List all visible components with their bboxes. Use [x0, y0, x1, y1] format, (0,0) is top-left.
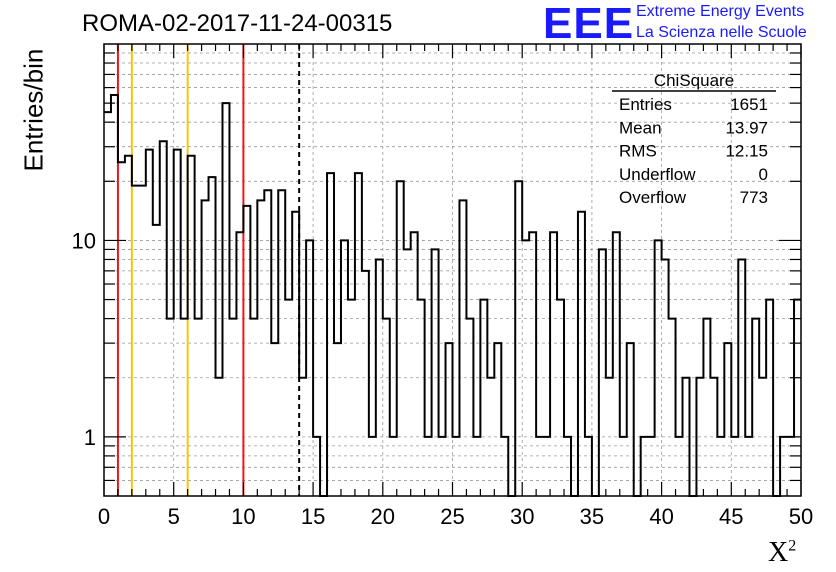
x-tick-label: 35 — [580, 504, 604, 529]
x-tick-label: 30 — [510, 504, 534, 529]
x-tick-label: 50 — [789, 504, 813, 529]
stats-label: Mean — [619, 118, 662, 137]
histogram-series — [104, 94, 801, 497]
stats-label: Entries — [619, 95, 672, 114]
x-tick-label: 0 — [98, 504, 110, 529]
x-axis-label-base: X — [768, 537, 789, 568]
logo-line-2: La Scienza nelle Scuole — [636, 24, 807, 41]
chart-title: ROMA-02-2017-11-24-00315 — [82, 10, 393, 37]
x-tick-label: 20 — [371, 504, 395, 529]
logo-line-1: Extreme Energy Events — [636, 3, 805, 20]
stats-title: ChiSquare — [654, 71, 734, 90]
tick-labels: 0 5 10 15 20 25 30 35 40 45 50 1 10 — [72, 228, 814, 529]
stats-value: 12.15 — [725, 142, 768, 161]
x-tick-label: 10 — [231, 504, 255, 529]
axis-ticks — [103, 44, 802, 496]
stats-rows: Entries 1651 Mean 13.97 RMS 12.15 Underflow 0 Ov… — [619, 95, 768, 207]
stats-value: 0 — [759, 165, 768, 184]
x-tick-label: 25 — [440, 504, 464, 529]
x-axis-label: X2 — [768, 537, 796, 569]
x-tick-label: 15 — [301, 504, 325, 529]
x-tick-label: 45 — [719, 504, 743, 529]
stats-value: 13.97 — [725, 118, 768, 137]
stats-value: 1651 — [730, 95, 768, 114]
stats-label: Underflow — [619, 165, 696, 184]
y-axis-label: Entries/bin — [18, 48, 49, 172]
stats-label: RMS — [619, 142, 657, 161]
y-tick-label: 10 — [72, 228, 96, 253]
y-tick-label: 1 — [84, 425, 96, 450]
x-tick-label: 5 — [168, 504, 180, 529]
x-tick-label: 40 — [649, 504, 673, 529]
stats-label: Overflow — [619, 188, 687, 207]
stats-box: ChiSquare Entries 1651 Mean 13.97 RMS 12.15 Un… — [612, 71, 776, 207]
eee-logo: EEE — [543, 0, 635, 48]
x-axis-label-sup: 2 — [788, 537, 797, 555]
stats-value: 773 — [740, 188, 768, 207]
